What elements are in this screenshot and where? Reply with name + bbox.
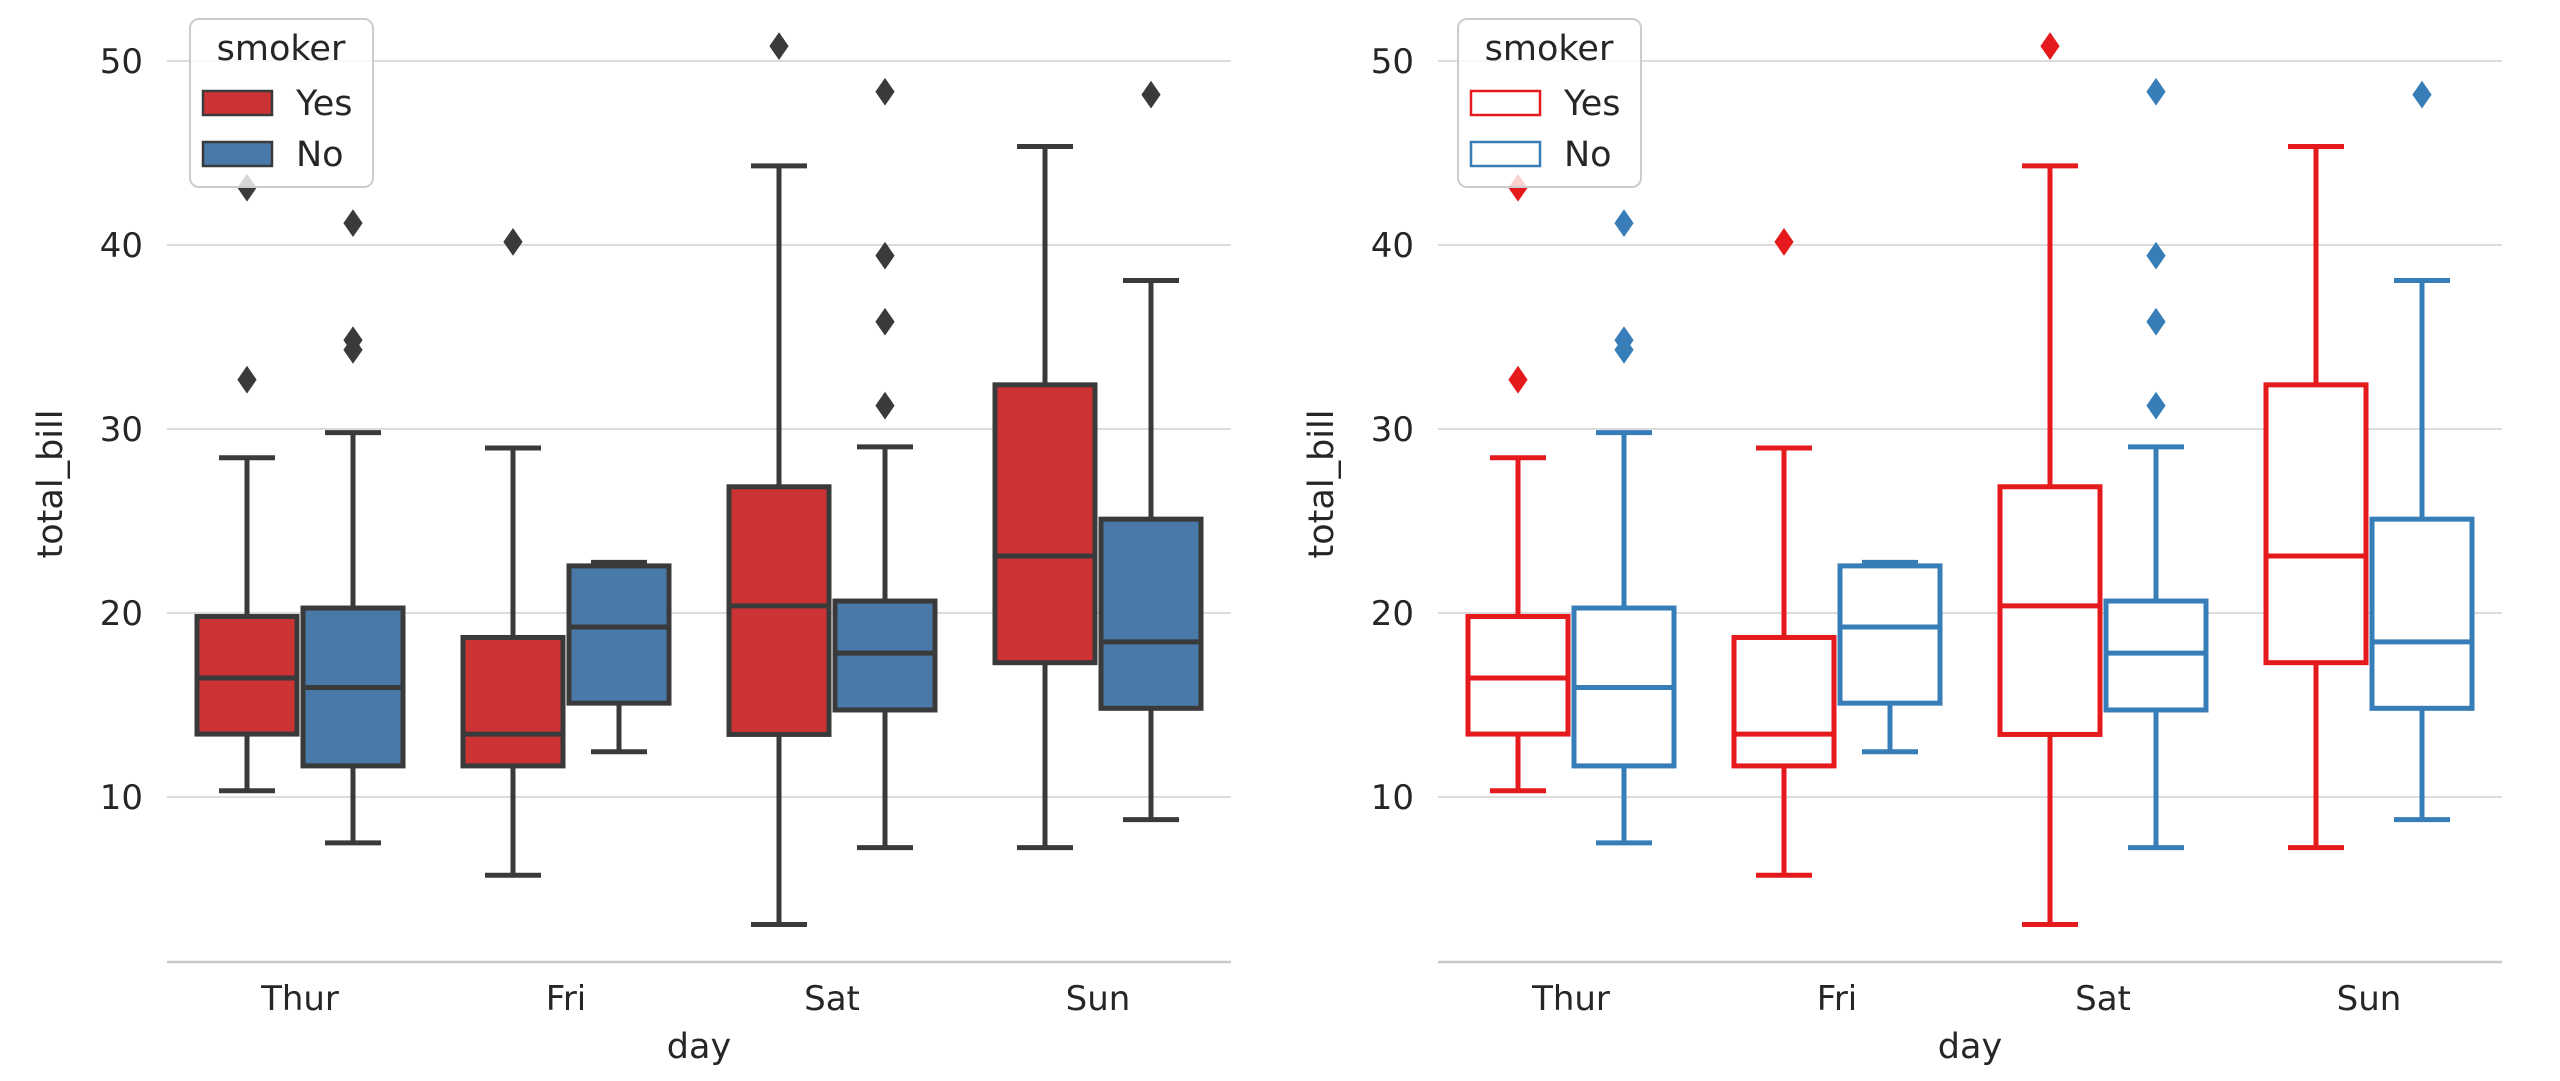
legend-right-title: smoker [1485, 29, 1614, 69]
x-tick-label-fri: Fri [546, 979, 587, 1019]
outlier-marker-sat-yes-50.81 [769, 32, 789, 60]
outlier-marker-sat-no-31.27 [2146, 391, 2166, 420]
panel-left-plot-area: 10 20 30 40 50 Thur Fri Sat Sun [100, 32, 1231, 1019]
x-tick-label-fri: Fri [1817, 979, 1858, 1019]
legend-left-swatch-yes [201, 89, 274, 117]
box-group-fri-yes [1731, 227, 1837, 878]
outlier-marker-thur-no-41.19 [343, 209, 363, 237]
legend-right-swatch-no [1469, 140, 1542, 168]
box-group-sat-no [832, 77, 938, 851]
left-x-axis-label: day [667, 1027, 731, 1067]
y-tick-label-40: 40 [1371, 226, 1414, 266]
y-tick-label-10: 10 [100, 778, 143, 818]
box-fri-no [1837, 563, 1943, 706]
outlier-marker-thur-yes-32.68 [237, 365, 257, 394]
outlier-marker-sat-no-48.33 [875, 77, 895, 106]
outlier-marker-thur-yes-32.68 [1508, 365, 1528, 394]
right-x-axis-label: day [1938, 1027, 2002, 1067]
legend-left-title: smoker [217, 29, 346, 69]
box-thur-yes [194, 613, 300, 737]
y-tick-label-40: 40 [100, 226, 143, 266]
x-tick-label-sun: Sun [1066, 979, 1131, 1019]
outlier-marker-sat-no-35.83 [875, 307, 895, 336]
box-sat-yes [1997, 484, 2103, 737]
box-group-sun-yes [992, 144, 1098, 851]
right-y-axis-label: total_bill [1302, 410, 1342, 559]
outlier-marker-sat-yes-50.81 [2040, 32, 2060, 60]
box-fri-yes [1731, 634, 1837, 769]
box-sat-yes [726, 484, 832, 737]
outlier-marker-sun-no-48.17 [1141, 80, 1161, 109]
x-tick-label-sat: Sat [804, 979, 860, 1019]
box-group-sat-yes [1997, 32, 2103, 928]
box-group-sun-yes [2263, 144, 2369, 851]
outlier-marker-thur-no-34.83 [1614, 326, 1634, 355]
y-tick-label-20: 20 [1371, 594, 1414, 634]
box-sun-no [2369, 516, 2475, 711]
box-group-sun-no [1098, 80, 1204, 823]
y-tick-label-50: 50 [100, 42, 143, 82]
box-group-fri-no [1837, 559, 1943, 755]
panel-right-plot-area: 10 20 30 40 50 Thur Fri Sat Sun [1371, 32, 2502, 1019]
legend-right-label-yes: Yes [1563, 84, 1621, 124]
outlier-marker-sat-no-48.33 [2146, 77, 2166, 106]
y-tick-label-30: 30 [1371, 410, 1414, 450]
outlier-marker-thur-no-41.19 [1614, 209, 1634, 237]
outlier-marker-sat-no-31.27 [875, 391, 895, 420]
legend-left-label-yes: Yes [295, 84, 353, 124]
outlier-marker-sun-no-48.17 [2412, 80, 2432, 109]
box-group-fri-yes [460, 227, 566, 878]
x-tick-label-sat: Sat [2075, 979, 2131, 1019]
box-fri-yes [460, 634, 566, 769]
legend-left: smoker Yes No [189, 18, 374, 188]
outlier-marker-thur-no-34.83 [343, 326, 363, 355]
outlier-marker-sat-no-39.42 [2146, 241, 2166, 270]
y-tick-label-20: 20 [100, 594, 143, 634]
box-group-thur-no [300, 209, 406, 846]
box-group-fri-no [566, 559, 672, 755]
outlier-marker-sat-no-39.42 [875, 241, 895, 270]
outlier-marker-sat-no-35.83 [2146, 307, 2166, 336]
y-tick-label-30: 30 [100, 410, 143, 450]
legend-left-swatch-no [201, 140, 274, 168]
box-group-thur-no [1571, 209, 1677, 846]
outlier-marker-fri-yes-40.17 [503, 227, 523, 256]
legend-right-swatch-yes [1469, 89, 1542, 117]
box-group-sun-no [2369, 80, 2475, 823]
box-group-sat-no [2103, 77, 2209, 851]
box-thur-yes [1465, 613, 1571, 737]
x-tick-label-thur: Thur [1531, 979, 1610, 1019]
box-sun-yes [2263, 382, 2369, 666]
legend-right: smoker Yes No [1457, 18, 1642, 188]
outlier-marker-fri-yes-40.17 [1774, 227, 1794, 256]
box-sun-yes [992, 382, 1098, 666]
x-tick-label-thur: Thur [260, 979, 339, 1019]
legend-left-label-no: No [296, 135, 344, 175]
box-sun-no [1098, 516, 1204, 711]
box-group-thur-yes [194, 173, 300, 794]
x-tick-label-sun: Sun [2337, 979, 2402, 1019]
box-group-thur-yes [1465, 173, 1571, 794]
box-group-sat-yes [726, 32, 832, 928]
box-fri-no [566, 563, 672, 706]
y-tick-label-10: 10 [1371, 778, 1414, 818]
legend-right-label-no: No [1564, 135, 1612, 175]
y-tick-label-50: 50 [1371, 42, 1414, 82]
left-y-axis-label: total_bill [31, 410, 71, 559]
